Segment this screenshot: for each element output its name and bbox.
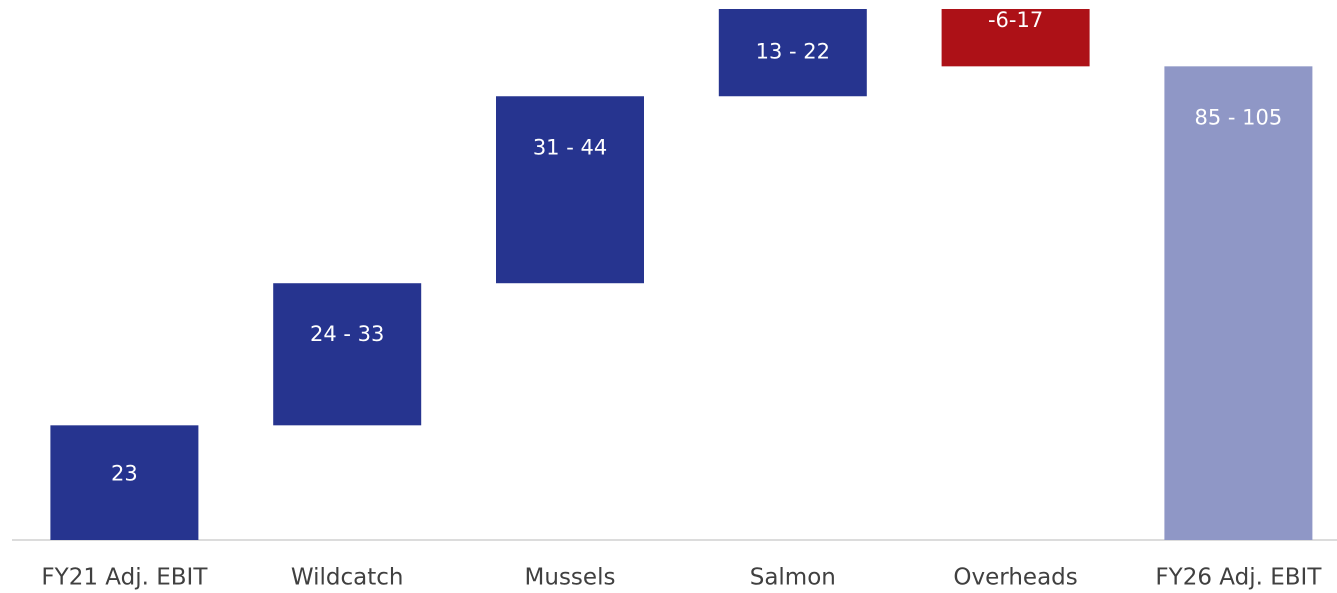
bar — [50, 425, 199, 540]
value-label: 85 - 105 — [1195, 105, 1283, 129]
value-label: 24 - 33 — [310, 322, 384, 346]
bar — [941, 9, 1090, 67]
bar — [496, 96, 644, 284]
value-label: 23 — [111, 462, 138, 486]
x-tick-label: FY26 Adj. EBIT — [1155, 565, 1322, 591]
bar — [273, 283, 422, 426]
bar — [1164, 66, 1313, 541]
value-label: 13 - 22 — [756, 40, 830, 64]
x-tick-label: Salmon — [750, 565, 836, 591]
x-tick-label: Overheads — [953, 565, 1077, 591]
x-tick-label: Wildcatch — [291, 565, 404, 591]
bar — [718, 9, 867, 97]
x-tick-label: Mussels — [525, 565, 616, 591]
x-tick-label: FY21 Adj. EBIT — [41, 565, 208, 591]
value-label: 31 - 44 — [533, 135, 607, 159]
value-label: -6-17 — [988, 8, 1043, 32]
